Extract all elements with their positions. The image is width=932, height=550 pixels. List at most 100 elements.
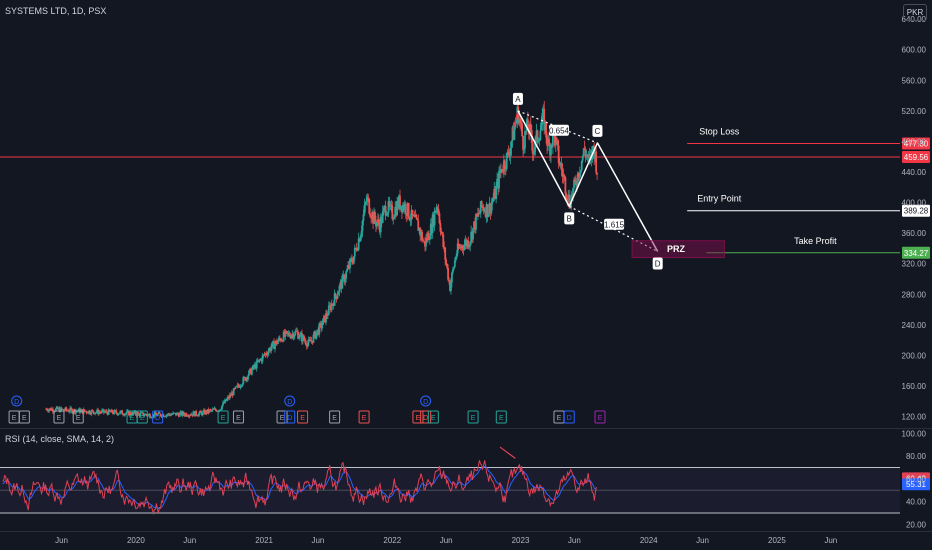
pattern-ratio-bd xyxy=(568,205,658,252)
grid xyxy=(0,428,932,532)
earnings-marker xyxy=(136,410,148,424)
candle-body xyxy=(515,119,518,124)
candle-body xyxy=(356,249,359,251)
candle-body xyxy=(308,339,311,341)
candle-body xyxy=(347,265,349,269)
candle-body xyxy=(349,259,351,269)
candle-body xyxy=(265,353,268,355)
candle-body xyxy=(378,225,381,233)
candle-body xyxy=(353,247,356,257)
candle-body xyxy=(536,130,539,142)
candle-body xyxy=(526,119,528,132)
candle-body xyxy=(313,331,316,335)
candle-body xyxy=(199,411,201,414)
candle-body xyxy=(401,205,403,213)
candle-body xyxy=(352,256,355,264)
candle-body xyxy=(245,377,248,381)
candle-body xyxy=(119,411,122,414)
candle-body xyxy=(95,412,98,413)
candle-body xyxy=(473,221,475,228)
candle-body xyxy=(315,332,318,339)
candle-body xyxy=(89,413,92,415)
candle-body xyxy=(300,333,302,334)
candle-body xyxy=(419,228,422,236)
candle-body xyxy=(500,168,502,173)
candle-body xyxy=(572,188,574,197)
candle-body xyxy=(179,411,182,414)
time-tick-label: 2025 xyxy=(768,536,786,545)
candle-body xyxy=(301,333,303,342)
candle-body xyxy=(540,124,543,131)
pattern-point-label: A xyxy=(515,95,521,104)
currency-button[interactable]: PKR xyxy=(903,4,927,21)
candle-body xyxy=(289,335,292,339)
earnings-marker xyxy=(329,410,341,424)
price-tick-label: 200.00 xyxy=(902,351,927,360)
level-price-tag xyxy=(902,204,930,217)
candle-body xyxy=(291,333,294,336)
candle-body xyxy=(94,412,97,415)
candle-body xyxy=(336,295,339,299)
rsi-value-label: 55.31 xyxy=(906,480,927,489)
candle-body xyxy=(453,260,456,268)
candle-body xyxy=(87,410,90,414)
candle-body xyxy=(381,211,384,223)
candle-body xyxy=(503,160,506,169)
candle-body xyxy=(480,201,483,207)
candle-body xyxy=(295,331,298,332)
candle-body xyxy=(462,248,465,250)
candle-body xyxy=(195,410,198,416)
level-price-label: 389.28 xyxy=(904,207,929,216)
candle-body xyxy=(371,212,374,219)
candle-body xyxy=(137,412,140,414)
candle-body xyxy=(112,412,115,414)
candle-body xyxy=(143,415,146,417)
candle-body xyxy=(375,220,377,227)
axes: 640.00 600.00 560.00 520.00 480.00 440.00 400.… xyxy=(55,15,926,545)
candle-body xyxy=(558,163,561,166)
candle-body xyxy=(101,409,104,411)
candle-body xyxy=(155,414,158,416)
candle-body xyxy=(234,386,237,389)
candle-body xyxy=(175,412,177,416)
candle-body xyxy=(363,205,366,215)
candle-body xyxy=(376,222,378,227)
candle-body xyxy=(180,411,183,416)
pattern-lead-leg xyxy=(512,110,519,131)
candle-body xyxy=(101,410,103,413)
candle-body xyxy=(512,127,515,140)
candle-body xyxy=(93,412,96,415)
candle-body xyxy=(436,207,439,209)
candle-body xyxy=(129,412,132,415)
candle-body xyxy=(201,412,203,415)
price-tick-label: 560.00 xyxy=(902,76,927,85)
candle-body xyxy=(288,333,291,336)
pattern-point-label: C xyxy=(595,127,601,136)
candle-body xyxy=(84,411,87,413)
candle-body xyxy=(538,140,541,141)
candle-body xyxy=(433,210,436,226)
candle-body xyxy=(326,314,329,316)
candle-body xyxy=(158,412,161,414)
candle-body xyxy=(460,245,463,249)
candle-body xyxy=(446,263,449,268)
level-name: Take Profit xyxy=(794,236,837,246)
candle-body xyxy=(510,141,513,148)
candle-body xyxy=(548,138,550,146)
candle-body xyxy=(132,412,135,414)
candle-body xyxy=(335,296,338,299)
candle-body xyxy=(196,415,199,416)
candle-body xyxy=(331,303,334,305)
candle-body xyxy=(595,151,598,173)
candle-body xyxy=(389,204,392,207)
candle-body xyxy=(511,127,514,142)
time-tick-label: Jun xyxy=(568,536,581,545)
earnings-marker-label: E xyxy=(598,415,603,422)
candle-body xyxy=(144,414,147,416)
earnings-marker-label: E xyxy=(22,415,27,422)
candle-body xyxy=(208,409,211,413)
candle-body xyxy=(513,127,516,140)
candle-body xyxy=(247,375,249,380)
candle-body xyxy=(176,412,179,415)
